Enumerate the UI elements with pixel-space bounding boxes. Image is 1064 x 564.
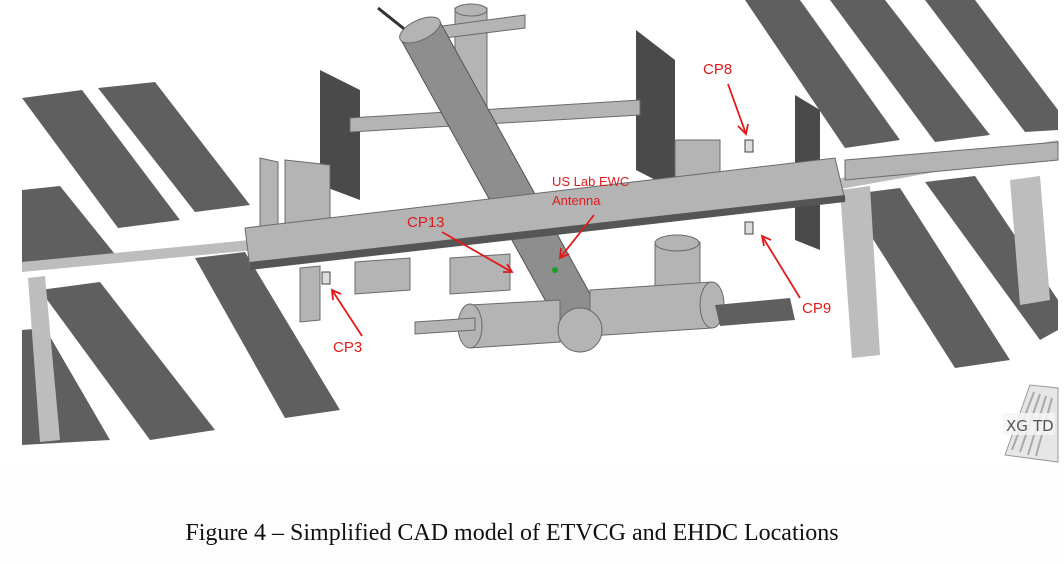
cp8-arrow [727, 83, 747, 135]
cad-figure: CP8 CP9 CP3 CP13 US Lab EWC Antenna XG T… [22, 0, 1059, 463]
iss-cad-model: CP8 CP9 CP3 CP13 US Lab EWC Antenna XG T… [22, 0, 1059, 463]
cp9-label: CP9 [802, 300, 831, 317]
us-lab-label-line2: Antenna [552, 193, 601, 208]
callout-arrows [330, 83, 801, 337]
cp8-label: CP8 [703, 61, 732, 78]
us-lab-arrow [559, 214, 595, 259]
logo-xg-text: XG [1006, 417, 1028, 435]
cp3-arrow [331, 289, 363, 337]
left-lower-solar-array [22, 252, 340, 445]
cp9-arrow [761, 235, 801, 299]
us-lab-label-line1: US Lab EWC [552, 174, 629, 189]
main-truss [244, 141, 1059, 270]
logo-td-text: TD [1032, 417, 1054, 435]
sensor-markers [321, 139, 754, 285]
right-lower-solar-array [840, 176, 1058, 368]
lower-modules [299, 234, 795, 353]
cp13-label: CP13 [407, 214, 445, 231]
xgtd-logo: XG TD [1003, 384, 1059, 463]
figure-caption: Figure 4 – Simplified CAD model of ETVCG… [185, 520, 839, 546]
cp13-arrow [441, 231, 513, 273]
left-upper-solar-array [22, 82, 255, 272]
cp3-label: CP3 [333, 339, 362, 356]
